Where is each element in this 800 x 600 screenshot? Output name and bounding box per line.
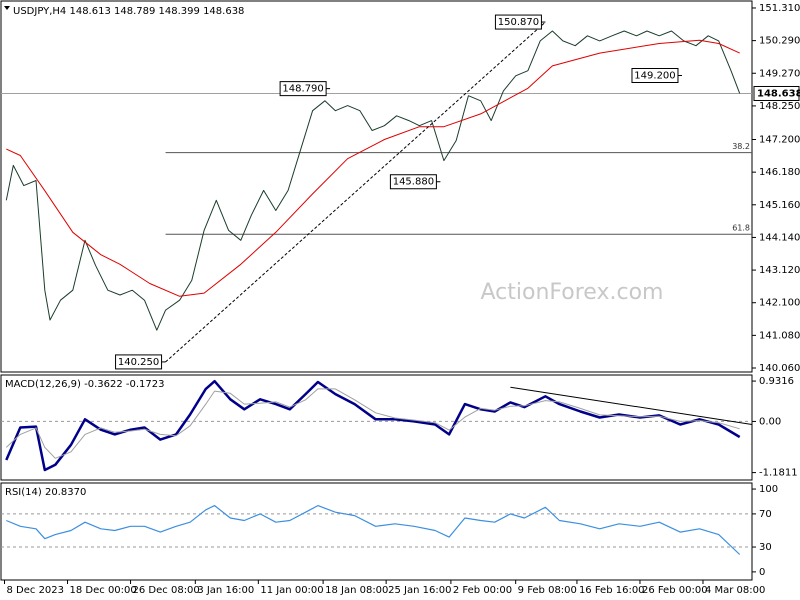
series-line — [5, 388, 740, 459]
x-tick-label: 8 Dec 2023 — [7, 585, 65, 596]
x-tick-label: 18 Jan 08:00 — [325, 585, 388, 596]
x-tick-label: 25 Jan 16:00 — [388, 585, 451, 596]
x-tick-label: 16 Feb 16:00 — [579, 585, 645, 596]
series-line — [5, 379, 741, 472]
x-tick-label: 11 Jan 00:00 — [260, 585, 323, 596]
y-tick-label: 30 — [759, 542, 772, 553]
y-tick-label: 141.080 — [759, 330, 800, 341]
y-tick-label: 0.00 — [759, 416, 781, 427]
last-price-label: 148.638 — [757, 88, 800, 99]
y-tick-label: 70 — [759, 509, 772, 520]
x-tick-label: 2 Feb 00:00 — [453, 585, 512, 596]
y-tick-label: 142.100 — [759, 298, 800, 309]
panel-frame — [0, 0, 753, 373]
y-tick-label: 140.060 — [759, 363, 800, 374]
price-label: 145.880 — [393, 177, 434, 188]
x-tick-label: 18 Dec 00:00 — [70, 585, 137, 596]
y-tick-label: 149.270 — [759, 68, 800, 79]
series-line — [6, 39, 740, 297]
x-tick-label: 3 Jan 16:00 — [197, 585, 254, 596]
y-tick-label: 151.310 — [759, 3, 800, 14]
panel-title: MACD(12,26,9) -0.3622 -0.1723 — [5, 379, 165, 390]
panel-frame — [0, 482, 753, 581]
price-label: 150.870 — [498, 17, 539, 28]
series-line — [6, 505, 741, 555]
trend-line — [510, 386, 753, 425]
y-tick-label: 146.180 — [759, 167, 800, 178]
last-price-box — [753, 85, 800, 101]
panel-title: USDJPY,H4 148.613 148.789 148.399 148.63… — [13, 6, 244, 17]
fib-label: 61.8 — [732, 224, 750, 233]
y-tick-label: 147.200 — [759, 135, 800, 146]
x-tick-label: 4 Mar 08:00 — [705, 585, 765, 596]
x-tick-label: 26 Dec 08:00 — [133, 585, 200, 596]
y-tick-label: 143.120 — [759, 265, 800, 276]
y-tick-label: 0.9316 — [759, 376, 794, 387]
symbol-icon — [4, 6, 10, 10]
fib-label: 38.2 — [732, 142, 750, 151]
y-tick-label: -1.1811 — [759, 468, 798, 479]
price-label-box — [389, 174, 437, 190]
price-label-box — [115, 354, 163, 370]
price-label-box — [494, 14, 542, 30]
price-label: 148.790 — [282, 84, 323, 95]
price-label: 149.200 — [634, 71, 675, 82]
x-tick-label: 9 Feb 08:00 — [518, 585, 577, 596]
y-tick-label: 145.160 — [759, 200, 800, 211]
y-tick-label: 100 — [759, 484, 778, 495]
y-tick-label: 0 — [759, 567, 765, 578]
watermark: ActionForex.com — [481, 280, 664, 305]
price-label-box — [279, 81, 327, 97]
y-tick-label: 148.250 — [759, 101, 800, 112]
panel-frame — [0, 374, 753, 481]
panel-title: RSI(14) 20.8370 — [5, 487, 86, 498]
y-tick-label: 144.140 — [759, 232, 800, 243]
price-label-box — [631, 68, 679, 84]
price-label: 140.250 — [118, 357, 159, 368]
x-tick-label: 26 Feb 00:00 — [642, 585, 708, 596]
y-tick-label: 150.290 — [759, 36, 800, 47]
series-line — [5, 30, 741, 331]
